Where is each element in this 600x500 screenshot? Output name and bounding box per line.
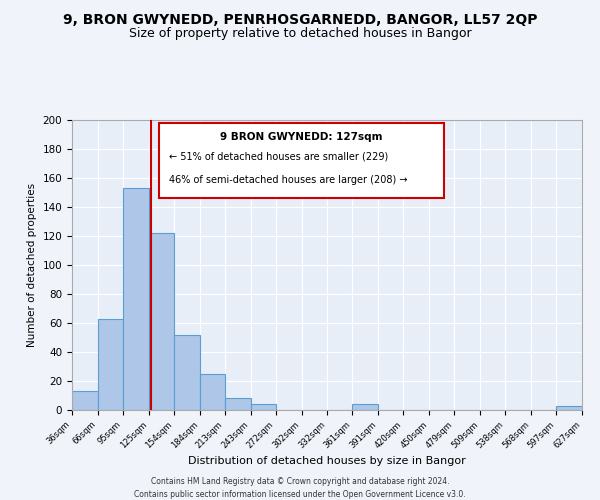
Text: 46% of semi-detached houses are larger (208) →: 46% of semi-detached houses are larger (… [169,175,407,185]
Text: ← 51% of detached houses are smaller (229): ← 51% of detached houses are smaller (22… [169,152,388,162]
Text: Contains public sector information licensed under the Open Government Licence v3: Contains public sector information licen… [134,490,466,499]
Bar [149,233,174,410]
Bar [174,334,200,410]
Bar [225,398,251,410]
X-axis label: Distribution of detached houses by size in Bangor: Distribution of detached houses by size … [188,456,466,466]
Bar [98,318,123,410]
Bar [123,188,149,410]
Bar [352,404,379,410]
Bar [556,406,582,410]
Bar [251,404,275,410]
Text: Contains HM Land Registry data © Crown copyright and database right 2024.: Contains HM Land Registry data © Crown c… [151,478,449,486]
Text: 9, BRON GWYNEDD, PENRHOSGARNEDD, BANGOR, LL57 2QP: 9, BRON GWYNEDD, PENRHOSGARNEDD, BANGOR,… [63,12,537,26]
Bar [200,374,225,410]
Text: Size of property relative to detached houses in Bangor: Size of property relative to detached ho… [128,28,472,40]
FancyBboxPatch shape [158,123,445,198]
Bar [72,391,98,410]
Y-axis label: Number of detached properties: Number of detached properties [27,183,37,347]
Text: 9 BRON GWYNEDD: 127sqm: 9 BRON GWYNEDD: 127sqm [220,132,383,141]
